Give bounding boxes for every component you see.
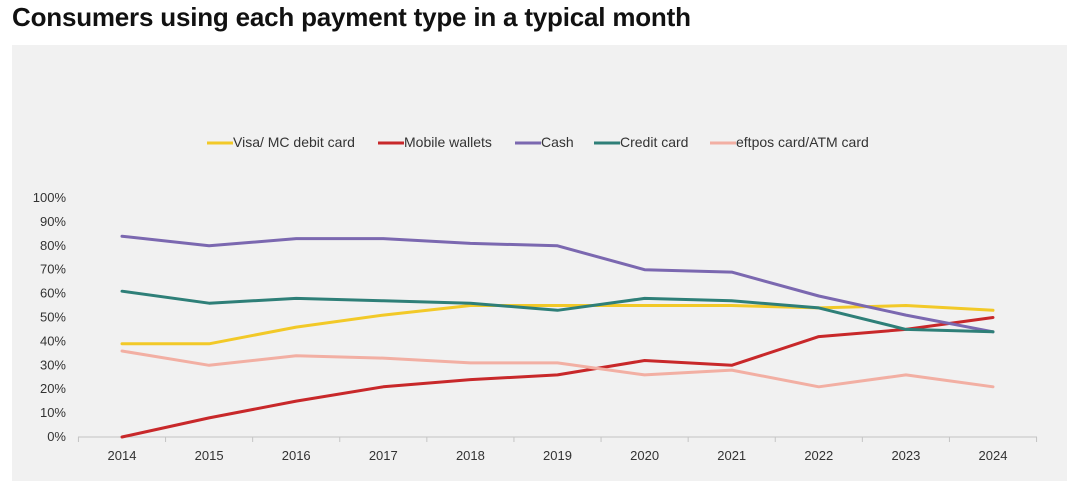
legend-label: Cash bbox=[541, 134, 574, 150]
legend: Visa/ MC debit card Mobile wallets Cash Cre… bbox=[207, 134, 869, 150]
y-tick-label: 50% bbox=[40, 310, 66, 325]
x-tick-label: 2020 bbox=[630, 448, 659, 463]
x-tick-label: 2014 bbox=[108, 448, 137, 463]
x-tick-label: 2015 bbox=[195, 448, 224, 463]
y-tick-label: 80% bbox=[40, 238, 66, 253]
x-tick-label: 2022 bbox=[804, 448, 833, 463]
series-line-credit-card bbox=[120, 289, 995, 334]
chart-panel bbox=[12, 45, 1067, 481]
y-tick-label: 60% bbox=[40, 286, 66, 301]
x-tick-label: 2016 bbox=[282, 448, 311, 463]
y-tick-label: 40% bbox=[40, 333, 66, 348]
legend-label: Credit card bbox=[620, 134, 688, 150]
y-tick-label: 30% bbox=[40, 357, 66, 372]
page-title: Consumers using each payment type in a t… bbox=[12, 2, 691, 32]
x-tick-label: 2019 bbox=[543, 448, 572, 463]
x-tick-label: 2017 bbox=[369, 448, 398, 463]
legend-label: eftpos card/ATM card bbox=[736, 134, 869, 150]
x-tick-label: 2018 bbox=[456, 448, 485, 463]
y-tick-label: 90% bbox=[40, 214, 66, 229]
series-line-cash bbox=[120, 234, 995, 334]
x-axis: 2014 2015 2016 2017 2018 2019 2020 2021 2022 2023… bbox=[77, 436, 1038, 463]
series-line-mobile-wallets bbox=[120, 316, 995, 439]
series-line-eftpos-card-atm-card bbox=[120, 349, 995, 389]
series-line-visa-mc-debit-card bbox=[120, 304, 995, 346]
y-tick-label: 0% bbox=[47, 429, 66, 444]
x-tick-label: 2021 bbox=[717, 448, 746, 463]
y-tick-label: 70% bbox=[40, 262, 66, 277]
y-axis: 0% 10% 20% 30% 40% 50% 60% 70% 80% 90% 100% bbox=[33, 190, 67, 444]
x-tick-label: 2024 bbox=[979, 448, 1008, 463]
y-tick-label: 20% bbox=[40, 381, 66, 396]
y-tick-label: 100% bbox=[33, 190, 67, 205]
x-tick-label: 2023 bbox=[891, 448, 920, 463]
y-tick-label: 10% bbox=[40, 405, 66, 420]
series-lines bbox=[120, 234, 995, 439]
legend-label: Mobile wallets bbox=[404, 134, 492, 150]
legend-label: Visa/ MC debit card bbox=[233, 134, 355, 150]
